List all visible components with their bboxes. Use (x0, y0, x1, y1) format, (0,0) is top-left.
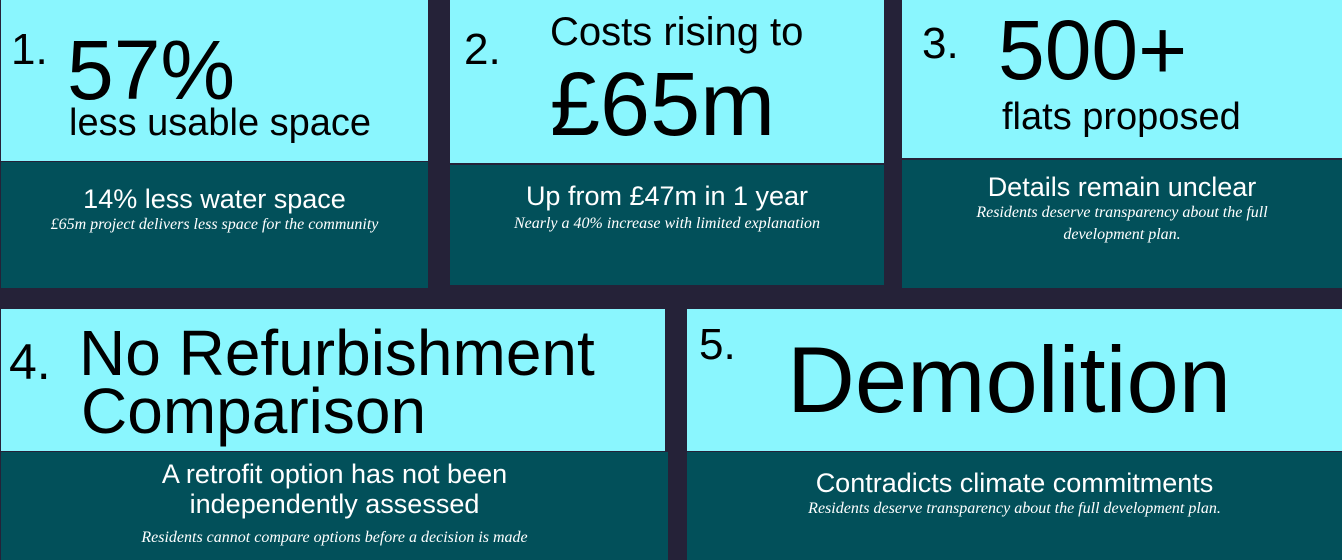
card-note: Residents deserve transparency about the… (808, 500, 1221, 518)
card-detail: A retrofit option has not been independe… (161, 459, 508, 519)
card-4-panel: A retrofit option has not been independe… (1, 452, 668, 560)
card-detail: Contradicts climate commitments (815, 468, 1214, 498)
card-number: 4. (9, 334, 51, 390)
card-note: £65m project delivers less space for the… (50, 216, 379, 234)
card-number: 1. (11, 25, 48, 74)
card-number: 2. (464, 25, 501, 74)
card-headline: Demolition (787, 327, 1232, 432)
card-headline: Costs rising to (550, 10, 804, 54)
card-subheadline: £65m (550, 55, 776, 155)
card-1-highlight: 1. 57% less usable space (1, 0, 428, 161)
card-number: 3. (922, 19, 959, 68)
card-detail: 14% less water space (83, 184, 346, 214)
card-5-panel: Contradicts climate commitments Resident… (687, 452, 1342, 560)
card-headline: 500+ (998, 3, 1188, 97)
card-2-panel: Up from £47m in 1 year Nearly a 40% incr… (450, 165, 884, 285)
card-5-highlight: 5. Demolition (687, 309, 1342, 451)
card-note: Residents cannot compare options before … (141, 529, 528, 547)
card-detail: Up from £47m in 1 year (525, 181, 809, 211)
card-1-panel: 14% less water space £65m project delive… (1, 162, 428, 288)
card-2-highlight: 2. Costs rising to £65m (450, 0, 884, 163)
card-3-panel: Details remain unclear Residents deserve… (902, 160, 1342, 288)
card-number: 5. (699, 320, 736, 369)
card-headline: No Refurbishment (79, 317, 595, 389)
card-subheadline: less usable space (69, 102, 372, 144)
card-headline: 57% (67, 23, 236, 117)
card-detail: Details remain unclear (987, 172, 1257, 202)
card-subheadline: Comparison (81, 375, 427, 447)
card-note: Nearly a 40% increase with limited expla… (513, 215, 821, 233)
card-3-highlight: 3. 500+ flats proposed (902, 0, 1342, 158)
card-4-highlight: 4. No Refurbishment Comparison (1, 309, 665, 451)
card-note: Residents deserve transparency about the… (976, 204, 1268, 243)
card-subheadline: flats proposed (1002, 96, 1241, 138)
